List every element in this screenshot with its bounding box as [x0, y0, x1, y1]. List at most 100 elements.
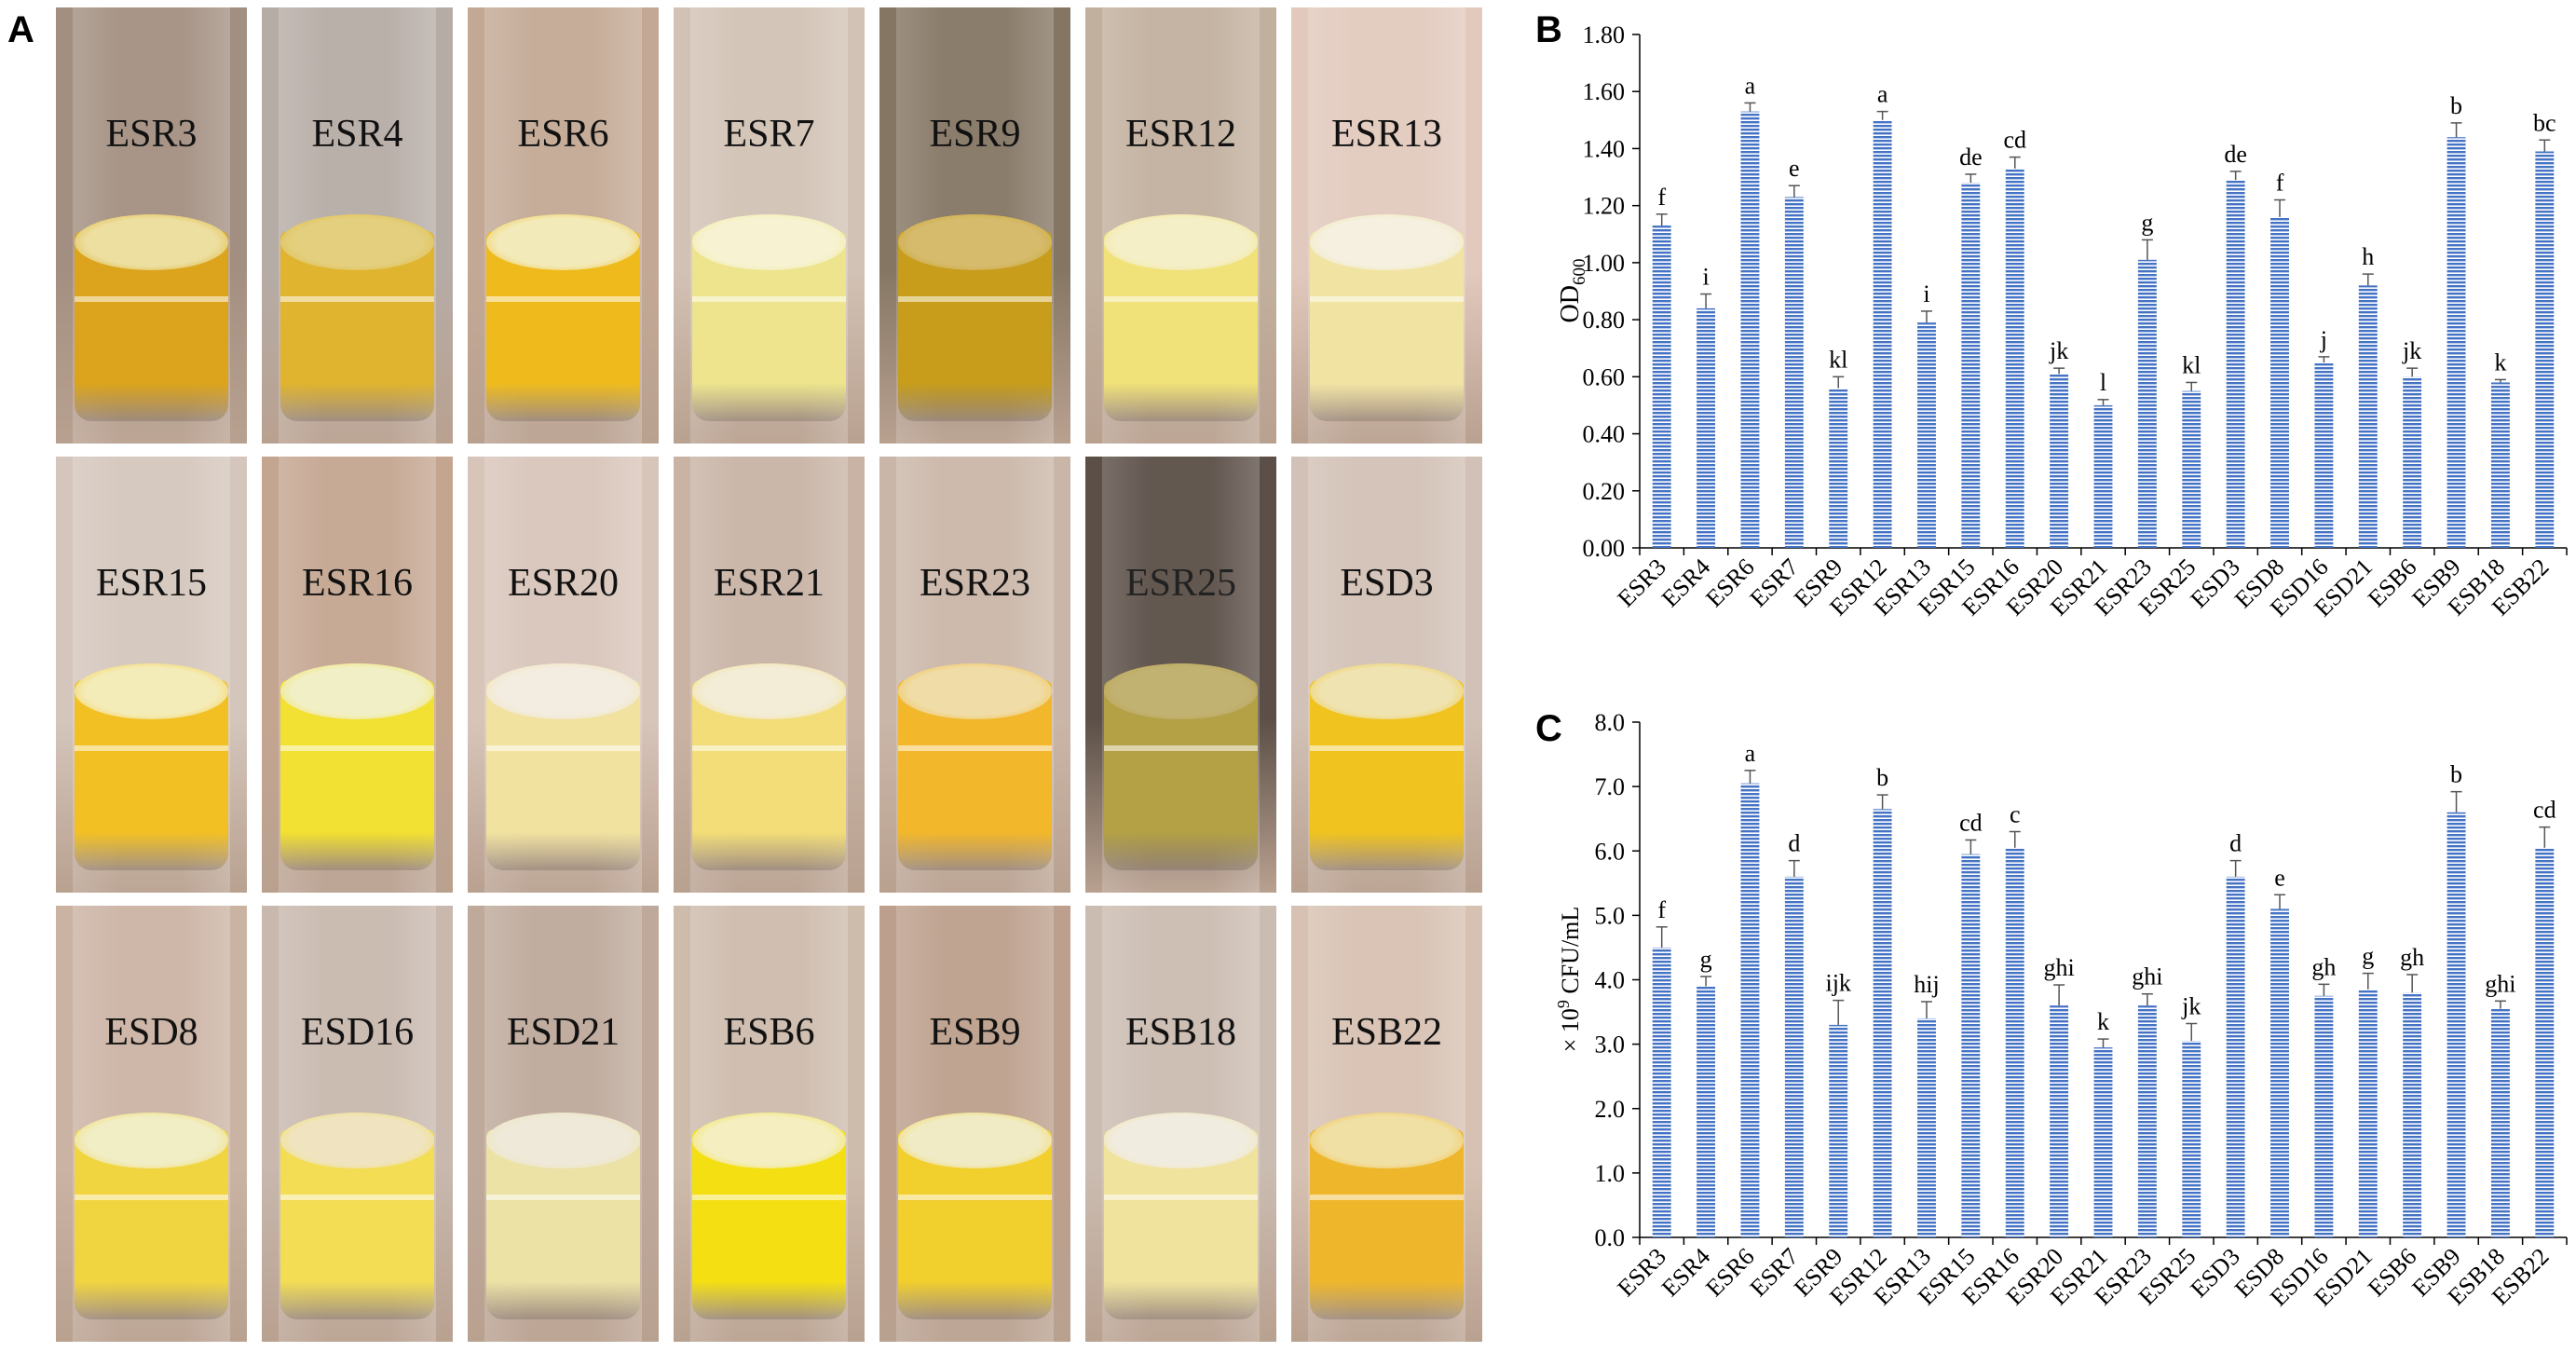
significance-letter: ghi	[2132, 963, 2162, 990]
tube-rim	[75, 745, 228, 751]
tube-photo: ESR25	[1085, 457, 1276, 893]
tube-label: ESR9	[929, 113, 1021, 156]
tube-rim	[898, 1195, 1052, 1200]
significance-letter: gh	[2400, 944, 2424, 971]
significance-letter: kl	[2182, 351, 2201, 378]
bar	[1961, 854, 1981, 1237]
bar	[1961, 183, 1981, 548]
tube-photo: ESB22	[1291, 906, 1482, 1342]
significance-letter: bc	[2533, 109, 2556, 136]
tube-rim	[1310, 745, 1464, 751]
bar	[1873, 119, 1892, 548]
tube-rim	[692, 296, 846, 302]
bar	[2137, 259, 2157, 548]
tube-rim	[692, 745, 846, 751]
bar	[1740, 111, 1760, 549]
bar	[2137, 1005, 2157, 1237]
tube-photo: ESB9	[879, 906, 1070, 1342]
significance-letter: l	[2100, 369, 2106, 396]
tube-label: ESD21	[506, 1011, 620, 1054]
bar	[2050, 1005, 2069, 1237]
bar	[2447, 812, 2466, 1237]
tube-rim	[898, 296, 1052, 302]
tube-pellicle	[75, 1113, 228, 1168]
tube-pellicle	[1310, 663, 1464, 719]
significance-letter: e	[2274, 864, 2285, 891]
tube-photo: ESR21	[674, 457, 865, 893]
x-tick-label: ESR7	[1745, 553, 1804, 612]
significance-letter: jk	[2181, 993, 2201, 1020]
y-tick-label: 0.80	[1583, 307, 1626, 334]
bar	[2226, 876, 2245, 1237]
tube-photo: ESR9	[879, 7, 1070, 444]
y-tick-label: 0.60	[1583, 363, 1626, 390]
significance-letter: f	[1657, 184, 1666, 211]
x-tick-label: ESR4	[1656, 1243, 1715, 1302]
y-axis-title-suffix: CFU/mL	[1557, 907, 1584, 1000]
bar	[2358, 989, 2378, 1237]
significance-letter: a	[1877, 81, 1888, 108]
bar	[2490, 382, 2510, 548]
significance-letter: a	[1745, 72, 1756, 99]
tube-pellicle	[1104, 214, 1258, 270]
y-axis-title: OD600	[1556, 259, 1589, 323]
bar	[2535, 151, 2555, 548]
significance-letter: h	[2362, 243, 2374, 270]
y-tick-label: 1.20	[1583, 193, 1626, 220]
significance-letter: cd	[1959, 809, 1983, 836]
y-axis-title-subscript: 600	[1570, 259, 1589, 286]
tube-label: ESR20	[507, 562, 620, 605]
tube-label: ESB22	[1330, 1011, 1443, 1054]
x-tick-label: ESR6	[1700, 553, 1759, 612]
significance-letter: k	[2494, 348, 2506, 376]
tube-rim	[1310, 296, 1464, 302]
significance-letter: ghi	[2044, 954, 2075, 981]
tube-rim	[280, 1195, 434, 1200]
tube-rim	[75, 1195, 228, 1200]
tube-pellicle	[692, 663, 846, 719]
tube-label: ESB9	[929, 1011, 1021, 1054]
bar	[2314, 995, 2334, 1237]
tube-pellicle	[486, 1113, 640, 1168]
tube-photo: ESR6	[468, 7, 659, 444]
bar	[1740, 783, 1760, 1237]
panel-letter-a: A	[7, 9, 34, 50]
tube-pellicle	[1310, 1113, 1464, 1168]
x-tick-label: ESD3	[2185, 1243, 2244, 1303]
tube-label: ESR16	[301, 562, 414, 605]
tube-pellicle	[486, 663, 640, 719]
bar	[2270, 216, 2289, 548]
tube-rim	[692, 1195, 846, 1200]
tube-pellicle	[692, 214, 846, 270]
tube-photo: ESD8	[56, 906, 247, 1342]
significance-letter: j	[2320, 326, 2327, 353]
tube-rim	[1104, 1195, 1258, 1200]
significance-letter: gh	[2311, 953, 2336, 980]
significance-letter: jk	[2049, 337, 2068, 364]
x-tick-label: ESR3	[1613, 553, 1671, 612]
significance-letter: g	[2141, 209, 2153, 236]
tube-rim	[280, 745, 434, 751]
bar	[2490, 1008, 2510, 1237]
significance-letter: i	[1923, 280, 1929, 307]
tube-photo-grid: ESR3 ESR4 ESR6 ESR7 ESR9 ESR12 ESR13 ESR15 ESR16…	[48, 7, 1520, 1342]
tube-label: ESD3	[1340, 562, 1434, 605]
tube-photo: ESR15	[56, 457, 247, 893]
bar	[2226, 180, 2245, 548]
y-tick-label: 3.0	[1595, 1031, 1626, 1058]
significance-letter: cd	[2533, 797, 2556, 824]
tube-photo: ESR3	[56, 7, 247, 444]
y-tick-label: 1.80	[1583, 21, 1626, 48]
panel-letter-b: B	[1535, 9, 1562, 50]
tube-label: ESD8	[104, 1011, 198, 1054]
y-tick-label: 4.0	[1595, 967, 1626, 994]
panel-letter-c: C	[1535, 708, 1562, 749]
tube-label: ESB6	[723, 1011, 815, 1054]
tube-pellicle	[280, 1113, 434, 1168]
y-tick-label: 8.0	[1595, 709, 1626, 736]
y-axis-title-main: OD	[1556, 285, 1585, 322]
tube-photo: ESR4	[262, 7, 453, 444]
x-tick-label: ESD3	[2185, 553, 2244, 613]
significance-letter: de	[1959, 143, 1983, 171]
bar	[2093, 404, 2113, 548]
